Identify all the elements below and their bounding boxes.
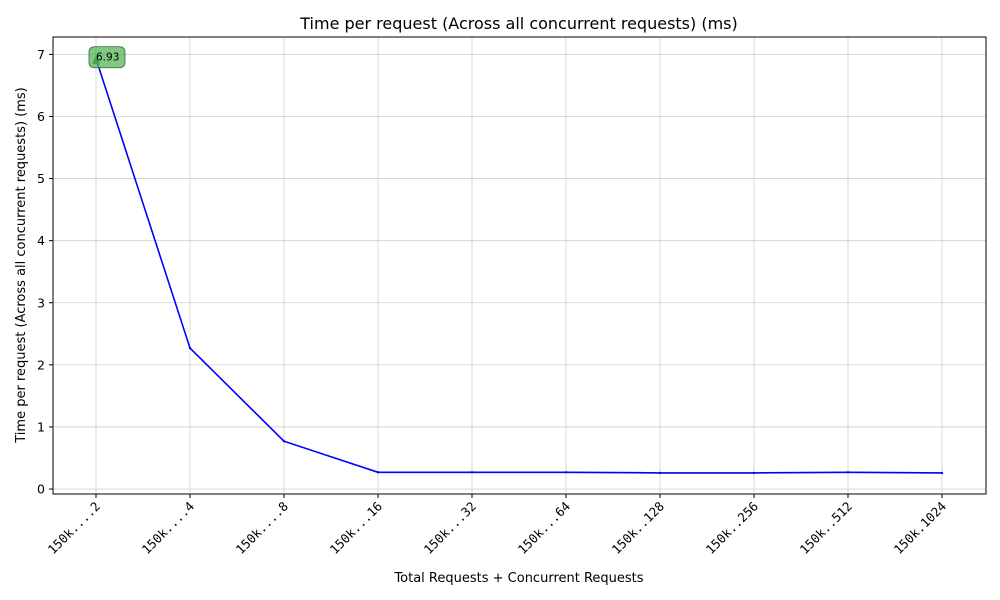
y-tick-label: 0 [37,482,45,497]
annotation-box [88,46,126,69]
data-point [658,471,662,475]
data-point [470,471,474,474]
y-tick-label: 2 [37,357,45,372]
chart-title: Time per request (Across all concurrent … [299,14,738,33]
y-tick-label: 3 [37,295,45,310]
data-point [752,471,756,475]
y-tick-label: 4 [37,233,45,248]
x-tick-label: 150k..512 [797,499,856,558]
data-point [188,346,192,350]
x-tick-label: 150k....4 [139,499,198,558]
x-tick-label: 150k....8 [233,499,292,558]
axis-ticks: 0 1 2 3 4 5 6 7 150k....2 150k....4 150k....8 150k.… [37,47,949,557]
series-line [95,58,943,474]
annotation-label: 6.93 [96,52,119,64]
annotations: 6.93 [88,46,126,69]
x-tick-label: 150k..128 [609,499,668,558]
series [94,57,944,475]
x-tick-label: 150k...16 [327,499,386,558]
x-tick-label: 150k..256 [703,499,762,558]
y-tick-label: 6 [37,109,45,124]
data-point [376,471,380,474]
x-tick-label: 150k...64 [515,499,574,558]
data-point [846,471,850,474]
grid [53,37,986,494]
x-tick-label: 150k...32 [421,499,480,558]
data-point [282,440,286,443]
y-tick-label: 1 [37,419,45,434]
y-axis-label: Time per request (Across all concurrent … [14,87,29,443]
x-axis-label: Total Requests + Concurrent Requests [393,571,643,586]
data-point [564,471,568,474]
x-tick-label: 150k.1024 [891,499,950,558]
plot-frame [52,36,987,495]
x-tick-label: 150k....2 [45,499,104,558]
y-tick-label: 5 [37,171,45,186]
y-tick-label: 7 [37,47,45,62]
data-point [940,471,944,475]
